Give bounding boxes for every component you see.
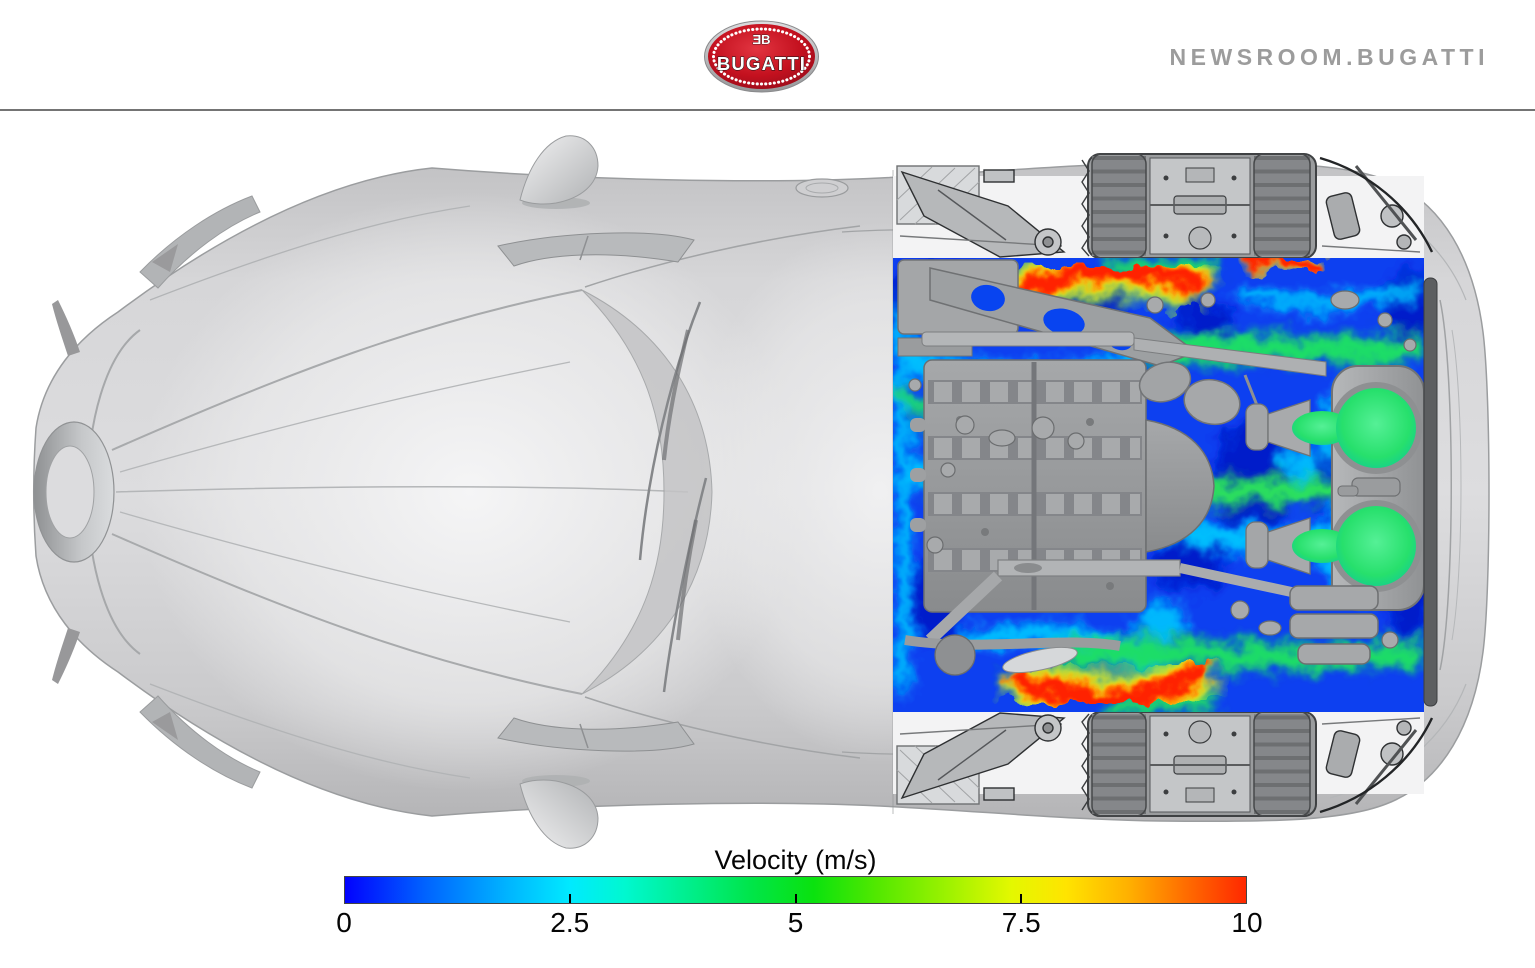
badge-field — [708, 24, 815, 89]
cutaway-chassis-strip-bottom — [893, 712, 1432, 816]
exhaust-plume — [1336, 388, 1416, 468]
gearbox-bell — [1145, 419, 1215, 553]
site-label: NEWSROOM.BUGATTI — [1169, 44, 1489, 70]
rear-wheel — [1081, 153, 1317, 259]
wiper-arm — [662, 477, 708, 693]
canard — [152, 244, 178, 272]
colorbar-tick — [569, 894, 572, 903]
wiper-blade — [662, 329, 690, 461]
turbo — [1183, 378, 1241, 426]
front-nose — [33, 329, 141, 655]
wheel-arch-line — [1319, 156, 1434, 253]
side-mirror — [519, 135, 599, 205]
tick-label-0: 0 — [336, 907, 352, 938]
colorbar-tick — [1019, 894, 1022, 903]
arch-liner-teeth — [1081, 159, 1090, 257]
colorbar — [344, 876, 1247, 904]
tick-label-5: 5 — [787, 907, 804, 938]
chassis-lineart-left — [896, 165, 1066, 258]
wheel-hub — [1149, 157, 1251, 255]
heat-exchangers — [1289, 585, 1379, 665]
velocity-legend: Velocity (m/s) 0 2.5 5 7.5 10 — [336, 845, 1262, 943]
subframe — [904, 559, 1312, 676]
header-divider — [0, 109, 1535, 111]
cfd-overlay — [893, 258, 1424, 712]
a-pillar-line — [584, 225, 861, 288]
logo-monogram: ƎB — [752, 32, 770, 47]
cutaway-chassis-strip — [893, 153, 1434, 259]
cross-beam — [921, 331, 1135, 347]
small-components — [908, 290, 1417, 649]
chassis-lineart-right — [1321, 165, 1421, 253]
turbo — [1138, 361, 1192, 403]
clamshell-line — [1439, 299, 1452, 671]
bugatti-logo: ƎB BUGATTI — [704, 20, 819, 93]
cfd-gray-components — [897, 259, 1424, 676]
tick-label-2-5: 2.5 — [550, 907, 590, 938]
exhaust-plume — [1336, 506, 1416, 586]
colorbar-tick — [794, 894, 797, 903]
logo-wordmark: BUGATTI — [717, 53, 806, 74]
rear-fascia — [1423, 277, 1462, 707]
colorbar-labels: 0 2.5 5 7.5 10 — [336, 907, 1262, 943]
nose-vent — [52, 300, 80, 356]
body-cut-edge — [1423, 277, 1438, 707]
car-top-view — [33, 135, 1490, 850]
fuel-cap — [795, 178, 849, 198]
hood-center-crease — [115, 485, 689, 493]
wiper-blade — [676, 519, 698, 641]
legend-title: Velocity (m/s) — [714, 845, 877, 875]
exhaust-muffler — [1245, 365, 1424, 611]
badge-pearl-ring-icon — [712, 27, 811, 86]
side-window — [497, 232, 695, 267]
tick-label-7-5: 7.5 — [1001, 907, 1041, 938]
wiper-arm — [638, 301, 702, 561]
tick-label-10: 10 — [1231, 907, 1263, 938]
